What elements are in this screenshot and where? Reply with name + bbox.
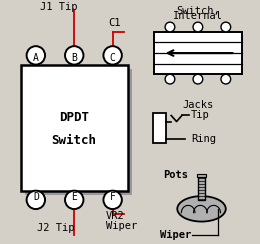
Text: B: B (71, 53, 77, 63)
Circle shape (165, 74, 175, 84)
Text: A: A (33, 53, 39, 63)
Text: C1: C1 (108, 18, 121, 28)
Text: J1 Tip: J1 Tip (40, 2, 77, 12)
Circle shape (103, 191, 122, 209)
Circle shape (165, 22, 175, 32)
Bar (21, 65, 128, 191)
Circle shape (193, 22, 203, 32)
Text: Jacks: Jacks (182, 100, 213, 110)
Text: E: E (71, 192, 77, 202)
Text: F: F (110, 192, 116, 202)
Bar (153, 113, 166, 143)
Text: Internal: Internal (173, 11, 223, 21)
Text: DPDT: DPDT (59, 111, 89, 124)
Text: Pots: Pots (163, 170, 188, 180)
Circle shape (65, 46, 83, 65)
Circle shape (65, 191, 83, 209)
Bar (197, 174, 206, 177)
Bar (25, 69, 132, 195)
Text: Tip: Tip (191, 111, 210, 121)
Text: D: D (33, 192, 39, 202)
Text: C: C (110, 53, 116, 63)
Text: Switch,: Switch, (176, 6, 220, 16)
Bar (154, 32, 242, 74)
Circle shape (27, 191, 45, 209)
Circle shape (193, 74, 203, 84)
Text: Switch: Switch (52, 134, 97, 147)
Ellipse shape (177, 196, 226, 222)
Circle shape (27, 46, 45, 65)
Text: Wiper: Wiper (106, 221, 137, 231)
Circle shape (221, 22, 231, 32)
Circle shape (103, 46, 122, 65)
Text: Wiper: Wiper (160, 230, 192, 240)
Text: Ring: Ring (191, 134, 216, 144)
Text: J2 Tip: J2 Tip (37, 223, 75, 233)
Bar (198, 177, 205, 200)
Text: VR2: VR2 (106, 211, 125, 221)
Circle shape (221, 74, 231, 84)
